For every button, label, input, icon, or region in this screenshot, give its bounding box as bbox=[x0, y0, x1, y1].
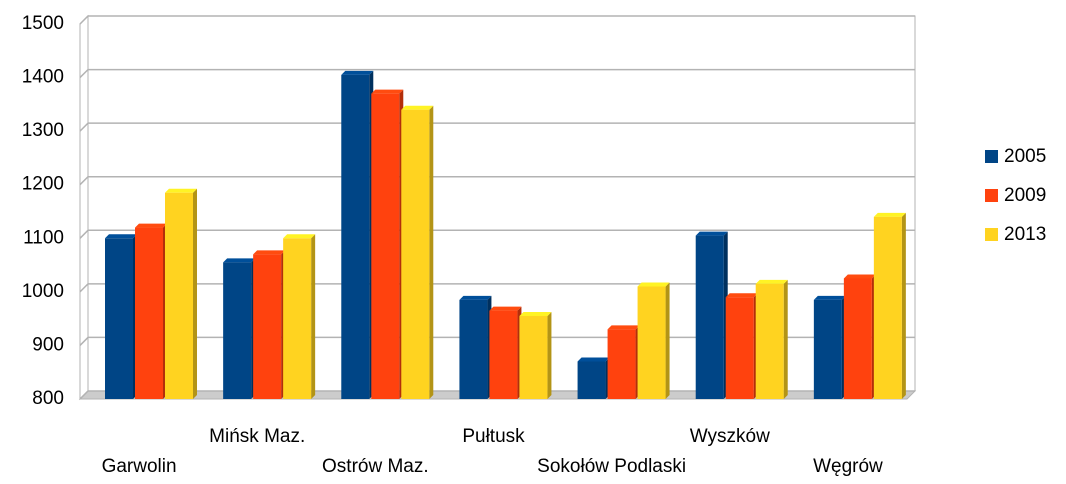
bar-side bbox=[665, 282, 670, 399]
bar-top bbox=[813, 295, 846, 300]
bar-side bbox=[193, 188, 197, 399]
bar-top bbox=[371, 89, 404, 94]
bar-top bbox=[695, 231, 728, 236]
legend-label: 2009 bbox=[1004, 185, 1046, 206]
y-tick-label: 800 bbox=[32, 388, 64, 409]
bar-top bbox=[165, 188, 197, 193]
legend-label: 2013 bbox=[1004, 224, 1046, 245]
bar-top bbox=[637, 282, 670, 287]
bar bbox=[873, 216, 902, 399]
bar bbox=[105, 238, 133, 399]
bar bbox=[283, 238, 312, 399]
x-tick-label: Garwolin bbox=[102, 456, 177, 477]
bar bbox=[519, 315, 548, 399]
y-tick-label: 1300 bbox=[22, 120, 64, 141]
legend-swatch bbox=[985, 150, 998, 163]
bar-top bbox=[755, 279, 788, 284]
x-tick-label: Sokołów Podlaski bbox=[537, 456, 686, 477]
x-tick-label: Wyszków bbox=[690, 426, 770, 447]
bar-top bbox=[401, 105, 434, 110]
y-tick-label: 1000 bbox=[22, 281, 64, 302]
legend-swatch bbox=[985, 189, 998, 202]
bar bbox=[371, 93, 400, 400]
bar-top bbox=[873, 212, 906, 217]
bar bbox=[695, 235, 724, 399]
bar bbox=[489, 310, 518, 399]
bar-side bbox=[311, 234, 316, 399]
bar-top bbox=[105, 234, 137, 239]
bar bbox=[165, 192, 193, 399]
bar-top bbox=[489, 306, 522, 311]
bar bbox=[135, 227, 163, 399]
legend-label: 2005 bbox=[1004, 146, 1046, 167]
bar-top bbox=[607, 325, 640, 330]
y-tick-label: 1400 bbox=[22, 67, 64, 88]
x-tick-label: Pułtusk bbox=[462, 426, 525, 447]
bar bbox=[253, 254, 282, 399]
bar bbox=[755, 283, 784, 399]
grid-line bbox=[79, 122, 915, 132]
y-tick-label: 1500 bbox=[22, 13, 64, 34]
bar bbox=[223, 262, 252, 399]
bar bbox=[341, 74, 370, 400]
bar-top bbox=[283, 234, 316, 239]
bar-top bbox=[341, 70, 374, 75]
bar-top bbox=[459, 295, 492, 300]
bar-top bbox=[223, 258, 256, 263]
grid-line bbox=[79, 283, 915, 293]
grid-line bbox=[79, 229, 915, 239]
x-tick-label: Ostrów Maz. bbox=[322, 456, 429, 477]
bar bbox=[401, 109, 430, 399]
bar-top bbox=[843, 274, 876, 279]
bar-side bbox=[901, 212, 906, 399]
bar-top bbox=[577, 357, 610, 362]
bar-top bbox=[135, 223, 167, 228]
bar bbox=[725, 297, 754, 399]
grid-line bbox=[79, 175, 915, 186]
bar-side bbox=[783, 279, 788, 399]
bar-side bbox=[547, 311, 552, 399]
x-tick-label: Mińsk Maz. bbox=[209, 426, 305, 447]
bar-top bbox=[725, 293, 758, 298]
y-tick-label: 1100 bbox=[23, 227, 64, 248]
y-tick-label: 1200 bbox=[22, 174, 64, 195]
y-tick-label: 900 bbox=[32, 334, 64, 355]
legend-swatch bbox=[985, 228, 998, 241]
bar bbox=[813, 299, 842, 399]
bar bbox=[843, 278, 872, 399]
x-tick-label: Węgrów bbox=[813, 456, 883, 477]
bar-top bbox=[519, 311, 552, 316]
bar bbox=[577, 361, 606, 399]
bar bbox=[459, 299, 488, 399]
bar bbox=[637, 286, 666, 399]
bar-side bbox=[429, 105, 434, 399]
bar bbox=[607, 329, 636, 399]
bar-top bbox=[253, 250, 286, 255]
grid-line bbox=[79, 68, 915, 79]
grid-line bbox=[79, 15, 915, 25]
